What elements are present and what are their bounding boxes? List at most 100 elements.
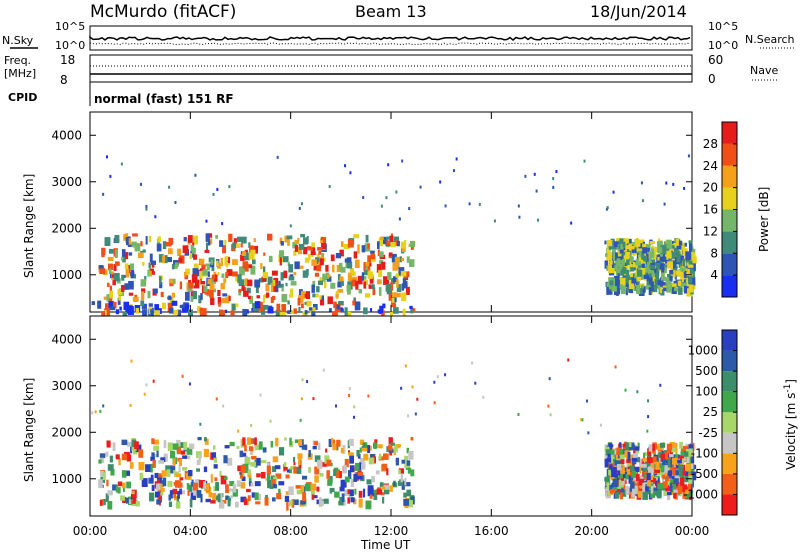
data-cell [659,458,665,468]
data-cell [163,453,168,462]
data-cell [683,242,687,247]
data-cell [188,382,191,386]
data-cell [376,488,383,495]
data-cell [162,255,166,264]
data-cell [314,475,319,483]
data-cell [620,483,624,488]
data-cell [315,293,319,298]
data-cell [193,254,198,260]
data-cell [192,235,199,245]
data-cell [637,456,640,463]
data-cell [150,474,154,482]
data-cell [335,469,341,479]
data-cell [247,279,253,287]
data-cell [229,441,235,447]
data-cell [212,192,215,196]
data-cell [641,199,644,203]
data-cell [206,293,210,297]
data-cell [342,445,346,454]
velocity-colorbar-segment [722,412,737,433]
data-cell [239,474,244,479]
data-cell [669,454,674,458]
data-cell [126,454,132,462]
data-cell [641,272,644,280]
data-cell [148,265,151,275]
data-cell [350,478,355,487]
data-cell [254,437,257,446]
data-cell [222,293,227,297]
data-cell [312,293,316,298]
data-cell [256,457,261,466]
data-cell [264,497,269,506]
data-cell [671,251,676,259]
data-cell [128,305,133,314]
data-cell [682,469,686,476]
data-cell [112,442,116,451]
data-cell [640,463,647,468]
power-colorbar-segment [722,231,737,254]
data-cell [616,258,621,265]
data-cell [192,242,195,247]
data-cell [270,440,274,448]
data-cell [300,233,306,238]
data-cell [132,296,139,302]
data-cell [660,265,665,270]
data-cell [344,476,350,483]
data-cell [160,291,164,298]
data-cell [278,447,285,456]
data-cell [344,458,349,468]
data-cell [151,438,155,445]
data-cell [395,457,400,466]
data-cell [215,397,218,401]
data-cell [336,304,341,310]
data-cell [240,254,244,261]
power-colorbar-segment [722,275,737,297]
data-cell [359,439,365,446]
data-cell [198,295,202,304]
data-cell [164,255,168,264]
data-cell [660,245,667,255]
data-cell [272,456,279,463]
data-cell [196,479,200,484]
data-cell [652,247,659,251]
data-cell [171,300,178,306]
data-cell [673,490,677,499]
power-ylabel: Slant Range [km] [22,174,36,278]
data-cell [353,405,356,409]
data-cell [627,491,632,495]
data-cell [291,499,295,508]
data-cell [349,268,355,273]
data-cell [104,237,111,246]
data-cell [196,459,201,466]
data-cell [320,238,323,244]
data-cell [403,492,407,498]
data-cell [617,273,620,279]
data-cell [177,309,182,317]
data-cell [117,481,123,487]
data-cell [247,437,251,445]
data-cell [686,277,690,282]
data-cell [181,374,184,378]
data-cell [168,185,171,189]
data-cell [406,447,410,454]
data-cell [343,465,347,474]
data-cell [406,489,412,497]
data-cell [659,287,662,294]
data-cell [663,202,666,206]
data-cell [659,442,666,448]
data-cell [444,373,447,377]
data-cell [367,485,374,494]
data-cell [407,414,410,418]
data-cell [671,285,674,293]
data-cell [254,481,261,487]
data-cell [648,467,653,472]
data-cell [362,442,366,451]
data-cell [609,260,613,265]
data-cell [361,447,368,452]
data-cell [649,265,655,270]
data-cell [188,282,194,289]
data-cell [304,483,311,492]
data-cell [134,243,141,252]
data-cell [390,302,396,308]
data-cell [643,486,649,492]
